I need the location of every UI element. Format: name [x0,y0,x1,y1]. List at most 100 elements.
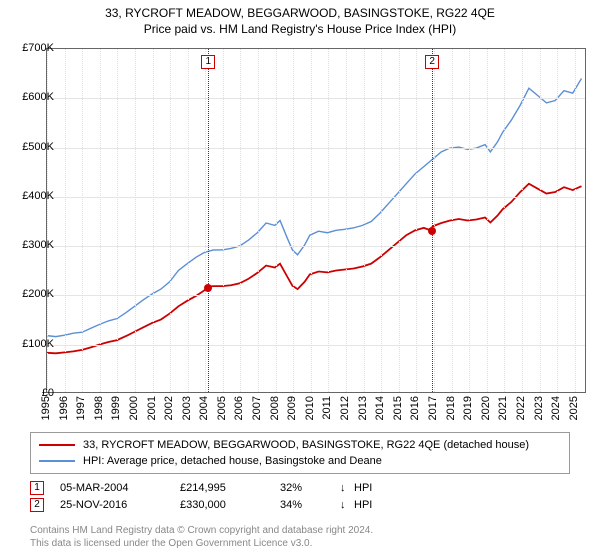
gridline-vertical [293,49,294,392]
title-block: 33, RYCROFT MEADOW, BEGGARWOOD, BASINGST… [0,0,600,38]
gridline-vertical [381,49,382,392]
gridline-vertical [346,49,347,392]
x-axis-tick-label: 2005 [216,396,228,420]
event-date: 25-NOV-2016 [60,499,180,511]
x-axis-tick-label: 2021 [497,396,509,420]
event-marker-line [208,49,209,392]
y-axis-tick-label: £200K [4,288,54,300]
x-axis-tick-label: 2022 [515,396,527,420]
down-arrow-icon: ↓ [340,499,354,511]
gridline-vertical [170,49,171,392]
gridline-vertical [223,49,224,392]
gridline-vertical [452,49,453,392]
gridline-vertical [416,49,417,392]
gridline-vertical [311,49,312,392]
x-axis-tick-label: 2002 [163,396,175,420]
x-axis-tick-label: 2016 [409,396,421,420]
chart-title-address: 33, RYCROFT MEADOW, BEGGARWOOD, BASINGST… [10,6,590,20]
legend-item: 33, RYCROFT MEADOW, BEGGARWOOD, BASINGST… [39,437,561,453]
x-axis-tick-label: 1998 [93,396,105,420]
x-axis-tick-label: 2017 [427,396,439,420]
legend-label: 33, RYCROFT MEADOW, BEGGARWOOD, BASINGST… [83,437,529,453]
gridline-vertical [135,49,136,392]
x-axis-tick-label: 2009 [286,396,298,420]
x-axis-tick-label: 2006 [233,396,245,420]
legend: 33, RYCROFT MEADOW, BEGGARWOOD, BASINGST… [30,432,570,474]
event-marker-line [432,49,433,392]
gridline-vertical [117,49,118,392]
legend-item: HPI: Average price, detached house, Basi… [39,453,561,469]
legend-swatch [39,444,75,446]
gridline-vertical [364,49,365,392]
gridline-vertical [328,49,329,392]
series-line-property [47,184,582,354]
event-row: 1 05-MAR-2004£214,99532%↓HPI [30,481,570,495]
x-axis-tick-label: 2008 [269,396,281,420]
gridline-vertical [258,49,259,392]
gridline-vertical [100,49,101,392]
y-axis-tick-label: £400K [4,190,54,202]
chart-container: { "title": { "line1": "33, RYCROFT MEADO… [0,0,600,560]
gridline-vertical [153,49,154,392]
event-number-box: 2 [30,498,44,512]
x-axis-tick-label: 2023 [533,396,545,420]
event-pct: 34% [280,499,340,511]
y-axis-tick-label: £500K [4,141,54,153]
x-axis-tick-label: 2019 [462,396,474,420]
gridline-vertical [276,49,277,392]
footer-attribution: Contains HM Land Registry data © Crown c… [30,524,570,550]
gridline-vertical [522,49,523,392]
event-marker-dot [428,227,436,235]
x-axis-tick-label: 1997 [75,396,87,420]
x-axis-tick-label: 2014 [374,396,386,420]
x-axis-tick-label: 2013 [357,396,369,420]
event-price: £214,995 [180,482,280,494]
x-axis-tick-label: 2001 [146,396,158,420]
x-axis-tick-label: 2024 [550,396,562,420]
gridline-vertical [469,49,470,392]
gridline-vertical [399,49,400,392]
x-axis-tick-label: 2012 [339,396,351,420]
gridline-vertical [188,49,189,392]
x-axis-tick-label: 2018 [445,396,457,420]
x-axis-tick-label: 2000 [128,396,140,420]
event-row: 225-NOV-2016£330,00034%↓HPI [30,498,570,512]
event-table: 1 05-MAR-2004£214,99532%↓HPI 2 25-NOV-2016£… [30,478,570,515]
gridline-vertical [65,49,66,392]
x-axis-tick-label: 1996 [58,396,70,420]
legend-label: HPI: Average price, detached house, Basi… [83,453,382,469]
gridline-vertical [487,49,488,392]
y-axis-tick-label: £300K [4,239,54,251]
x-axis-tick-label: 1999 [110,396,122,420]
event-marker-dot [204,284,212,292]
gridline-vertical [540,49,541,392]
legend-swatch [39,460,75,462]
y-axis-tick-label: £600K [4,91,54,103]
footer-line-2: This data is licensed under the Open Gov… [30,537,570,550]
gridline-vertical [434,49,435,392]
x-axis-tick-label: 2003 [181,396,193,420]
x-axis-tick-label: 2011 [321,396,333,420]
x-axis-tick-label: 2007 [251,396,263,420]
x-axis-tick-label: 1995 [40,396,52,420]
x-axis-tick-label: 2004 [198,396,210,420]
event-date: 05-MAR-2004 [60,482,180,494]
footer-line-1: Contains HM Land Registry data © Crown c… [30,524,570,537]
x-axis-tick-label: 2020 [480,396,492,420]
series-line-hpi [47,78,582,336]
gridline-vertical [504,49,505,392]
gridline-vertical [82,49,83,392]
down-arrow-icon: ↓ [340,482,354,494]
y-axis-tick-label: £100K [4,338,54,350]
event-ref: HPI [354,482,372,494]
event-marker-box: 1 [201,55,215,69]
y-axis-tick-label: £700K [4,42,54,54]
chart-plot-area: 12 [46,48,586,393]
x-axis-tick-label: 2010 [304,396,316,420]
gridline-vertical [240,49,241,392]
event-ref: HPI [354,499,372,511]
gridline-vertical [575,49,576,392]
event-number-box: 1 [30,481,44,495]
event-pct: 32% [280,482,340,494]
event-marker-box: 2 [425,55,439,69]
